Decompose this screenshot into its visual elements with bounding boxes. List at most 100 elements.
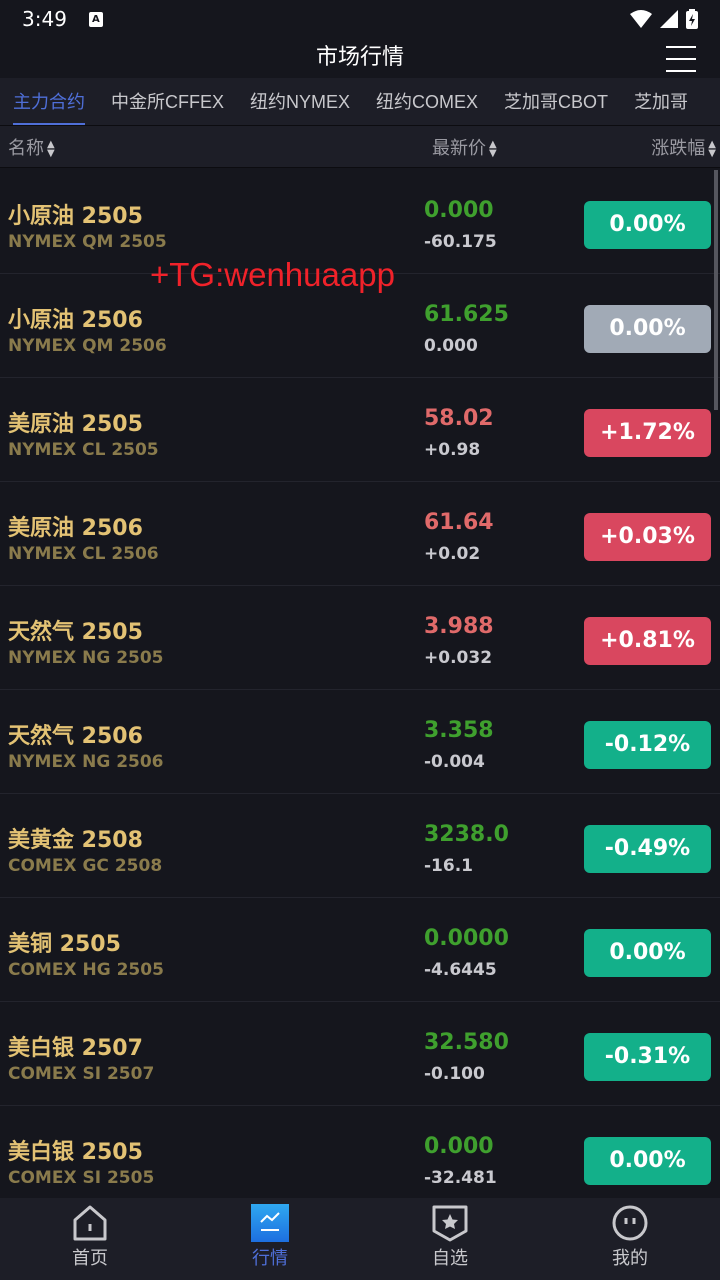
tab-cbot[interactable]: 芝加哥CBOT <box>504 91 609 112</box>
nav-watchlist[interactable]: 自选 <box>360 1198 540 1280</box>
sort-icon: ▲ ▼ <box>708 138 716 159</box>
price-change: -32.481 <box>424 1168 497 1188</box>
quote-list[interactable]: 小原油 2505 NYMEX QM 2505 0.000 -60.175 0.0… <box>0 170 720 1198</box>
price-change: 0.000 <box>424 336 478 356</box>
quote-row[interactable]: 美原油 2505 NYMEX CL 2505 58.02 +0.98 +1.72… <box>0 378 720 482</box>
quote-row[interactable]: 美白银 2507 COMEX SI 2507 32.580 -0.100 -0.… <box>0 1002 720 1106</box>
column-name: 名称 <box>8 137 44 159</box>
last-price: 3.358 <box>424 718 494 743</box>
last-price: 0.000 <box>424 198 494 223</box>
contract-name: 美黄金 2508 <box>8 828 143 853</box>
bottom-nav: 首页 行情 自选 我的 <box>0 1198 720 1280</box>
quote-row[interactable]: 美黄金 2508 COMEX GC 2508 3238.0 -16.1 -0.4… <box>0 794 720 898</box>
menu-icon[interactable] <box>666 46 696 72</box>
contract-code: COMEX SI 2507 <box>8 1064 155 1084</box>
quote-row[interactable]: 小原油 2506 NYMEX QM 2506 61.625 0.000 0.00… <box>0 274 720 378</box>
nav-profile[interactable]: 我的 <box>540 1198 720 1280</box>
percent-change-badge[interactable]: -0.49% <box>584 825 711 873</box>
quote-row[interactable]: 小原油 2505 NYMEX QM 2505 0.000 -60.175 0.0… <box>0 170 720 274</box>
last-price: 3238.0 <box>424 822 509 847</box>
last-price: 0.0000 <box>424 926 509 951</box>
column-change: 涨跌幅 <box>651 137 706 159</box>
signal-icon <box>660 10 678 28</box>
chart-icon <box>251 1204 289 1242</box>
star-shield-icon <box>432 1205 468 1242</box>
nav-label: 我的 <box>612 1248 648 1269</box>
battery-icon <box>686 9 698 29</box>
last-price: 58.02 <box>424 406 494 431</box>
sort-icon: ▲ ▼ <box>489 138 497 159</box>
contract-name: 天然气 2506 <box>8 724 143 749</box>
tab-comex[interactable]: 纽约COMEX <box>376 91 479 112</box>
last-price: 3.988 <box>424 614 494 639</box>
price-change: +0.98 <box>424 440 481 460</box>
quote-row[interactable]: 美原油 2506 NYMEX CL 2506 61.64 +0.02 +0.03… <box>0 482 720 586</box>
percent-change-badge[interactable]: +0.03% <box>584 513 711 561</box>
contract-name: 美白银 2507 <box>8 1036 143 1061</box>
last-price: 0.000 <box>424 1134 494 1159</box>
nav-home[interactable]: 首页 <box>0 1198 180 1280</box>
percent-change-badge[interactable]: +1.72% <box>584 409 711 457</box>
sort-change[interactable]: 涨跌幅 ▲ ▼ <box>651 134 716 160</box>
contract-name: 小原油 2506 <box>8 308 143 333</box>
percent-change-badge[interactable]: -0.12% <box>584 721 711 769</box>
price-change: -0.100 <box>424 1064 485 1084</box>
clock: 3:49 <box>22 7 67 31</box>
wifi-icon <box>630 10 652 28</box>
sort-icon: ▲ ▼ <box>47 138 55 159</box>
percent-change-badge[interactable]: 0.00% <box>584 929 711 977</box>
price-change: -0.004 <box>424 752 485 772</box>
last-price: 32.580 <box>424 1030 509 1055</box>
percent-change-badge[interactable]: 0.00% <box>584 305 711 353</box>
home-icon <box>73 1205 107 1241</box>
contract-code: NYMEX CL 2506 <box>8 544 159 564</box>
sort-price[interactable]: 最新价 ▲ ▼ <box>432 134 497 160</box>
percent-change-badge[interactable]: +0.81% <box>584 617 711 665</box>
contract-name: 美原油 2505 <box>8 412 143 437</box>
quote-row[interactable]: 美铜 2505 COMEX HG 2505 0.0000 -4.6445 0.0… <box>0 898 720 1002</box>
percent-change-badge[interactable]: -0.31% <box>584 1033 711 1081</box>
page-title: 市场行情 <box>315 45 404 70</box>
contract-code: NYMEX QM 2505 <box>8 232 167 252</box>
contract-code: COMEX HG 2505 <box>8 960 164 980</box>
column-headers: 名称 ▲ ▼ 最新价 ▲ ▼ 涨跌幅 ▲ ▼ <box>0 126 720 168</box>
contract-name: 美铜 2505 <box>8 932 121 957</box>
tab-chicago-more[interactable]: 芝加哥 <box>634 91 689 112</box>
nav-label: 自选 <box>432 1248 468 1269</box>
column-price: 最新价 <box>432 137 486 159</box>
status-bar: 3:49 A <box>0 0 720 38</box>
contract-code: NYMEX NG 2505 <box>8 648 164 668</box>
app-header: 市场行情 <box>0 38 720 78</box>
price-change: -60.175 <box>424 232 497 252</box>
percent-change-badge[interactable]: 0.00% <box>584 201 711 249</box>
contract-code: NYMEX QM 2506 <box>8 336 167 356</box>
contract-code: NYMEX NG 2506 <box>8 752 164 772</box>
sort-name[interactable]: 名称 ▲ ▼ <box>8 134 55 160</box>
nav-market[interactable]: 行情 <box>180 1198 360 1280</box>
tab-cffex[interactable]: 中金所CFFEX <box>111 91 225 112</box>
price-change: +0.02 <box>424 544 481 564</box>
last-price: 61.625 <box>424 302 509 327</box>
price-change: +0.032 <box>424 648 493 668</box>
contract-code: COMEX GC 2508 <box>8 856 163 876</box>
contract-code: NYMEX CL 2505 <box>8 440 159 460</box>
last-price: 61.64 <box>424 510 494 535</box>
scrollbar[interactable] <box>714 170 718 410</box>
profile-icon <box>612 1205 648 1241</box>
contract-name: 美原油 2506 <box>8 516 143 541</box>
contract-code: COMEX SI 2505 <box>8 1168 155 1188</box>
notification-a-icon: A <box>88 11 103 27</box>
quote-row[interactable]: 美白银 2505 COMEX SI 2505 0.000 -32.481 0.0… <box>0 1106 720 1198</box>
quote-row[interactable]: 天然气 2506 NYMEX NG 2506 3.358 -0.004 -0.1… <box>0 690 720 794</box>
contract-name: 小原油 2505 <box>8 204 143 229</box>
price-change: -16.1 <box>424 856 473 876</box>
price-change: -4.6445 <box>424 960 497 980</box>
quote-row[interactable]: 天然气 2505 NYMEX NG 2505 3.988 +0.032 +0.8… <box>0 586 720 690</box>
contract-name: 天然气 2505 <box>8 620 143 645</box>
tab-main-contracts[interactable]: 主力合约 <box>0 78 98 125</box>
percent-change-badge[interactable]: 0.00% <box>584 1137 711 1185</box>
exchange-tabs: 主力合约 中金所CFFEX 纽约NYMEX 纽约COMEX 芝加哥CBOT 芝加… <box>0 78 720 126</box>
contract-name: 美白银 2505 <box>8 1140 143 1165</box>
nav-label: 行情 <box>252 1248 288 1269</box>
tab-nymex[interactable]: 纽约NYMEX <box>250 91 351 112</box>
